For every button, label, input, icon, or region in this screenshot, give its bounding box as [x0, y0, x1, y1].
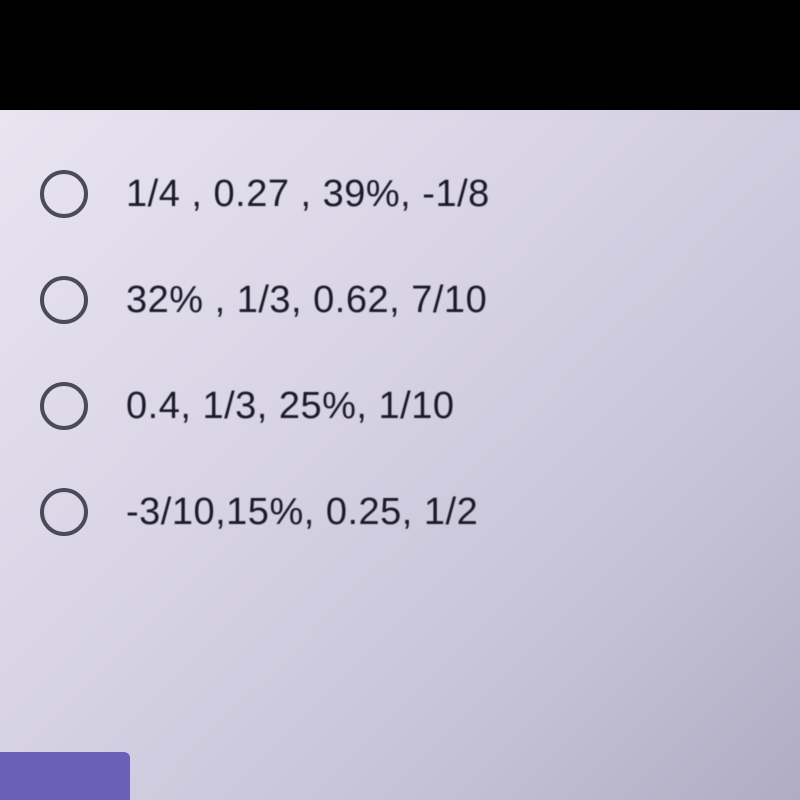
submit-button-partial[interactable] — [0, 752, 130, 800]
option-label: -3/10,15%, 0.25, 1/2 — [126, 491, 478, 534]
radio-unselected-icon[interactable] — [40, 488, 88, 536]
option-label: 32% , 1/3, 0.62, 7/10 — [126, 279, 487, 322]
option-row[interactable]: -3/10,15%, 0.25, 1/2 — [40, 488, 800, 536]
option-label: 0.4, 1/3, 25%, 1/10 — [126, 385, 455, 428]
option-label: 1/4 , 0.27 , 39%, -1/8 — [126, 173, 490, 216]
quiz-screen: 1/4 , 0.27 , 39%, -1/8 32% , 1/3, 0.62, … — [0, 110, 800, 800]
options-container: 1/4 , 0.27 , 39%, -1/8 32% , 1/3, 0.62, … — [0, 110, 800, 536]
radio-unselected-icon[interactable] — [40, 382, 88, 430]
option-row[interactable]: 32% , 1/3, 0.62, 7/10 — [40, 276, 800, 324]
option-row[interactable]: 1/4 , 0.27 , 39%, -1/8 — [40, 170, 800, 218]
option-row[interactable]: 0.4, 1/3, 25%, 1/10 — [40, 382, 800, 430]
radio-unselected-icon[interactable] — [40, 170, 88, 218]
radio-unselected-icon[interactable] — [40, 276, 88, 324]
